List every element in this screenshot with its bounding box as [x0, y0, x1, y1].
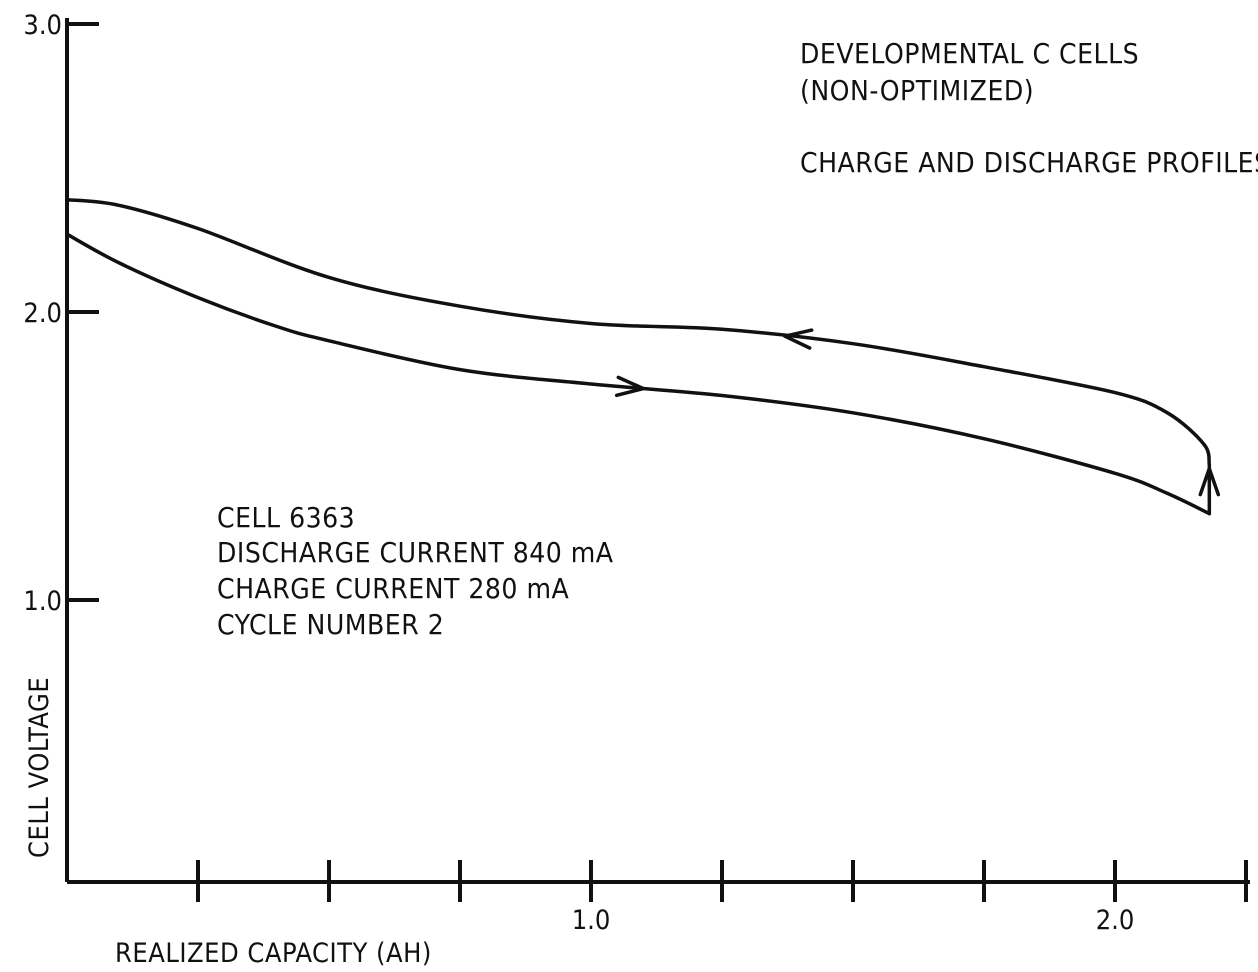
charge-arrow — [783, 328, 814, 350]
annotation-charge-current: CHARGE CURRENT 280 mA — [217, 572, 569, 605]
x-tick-label: 2.0 — [1096, 905, 1135, 936]
charge-curve — [65, 197, 1212, 467]
y-axis-title: CELL VOLTAGE — [24, 677, 55, 858]
x-tick-label: 1.0 — [572, 905, 611, 936]
turnaround-arrow — [1198, 466, 1221, 497]
cell-info-block: CELL 6363 DISCHARGE CURRENT 840 mA CHARG… — [217, 501, 614, 641]
discharge-arrow — [614, 375, 646, 398]
annotation-discharge-current: DISCHARGE CURRENT 840 mA — [217, 536, 614, 569]
axes — [65, 18, 1250, 884]
y-ticks: 3.0 2.0 1.0 — [23, 10, 99, 617]
title-line-2: (NON-OPTIMIZED) — [800, 74, 1034, 107]
annotation-cycle-number: CYCLE NUMBER 2 — [217, 608, 444, 641]
subtitle: CHARGE AND DISCHARGE PROFILES — [800, 146, 1258, 179]
annotation-cell: CELL 6363 — [217, 501, 355, 534]
title-line-1: DEVELOPMENTAL C CELLS — [800, 37, 1139, 70]
x-axis-title: REALIZED CAPACITY (AH) — [115, 938, 432, 969]
curves — [65, 197, 1212, 516]
y-tick-label: 1.0 — [23, 586, 62, 617]
x-ticks: 1.0 2.0 — [196, 860, 1248, 936]
discharge-curve — [65, 232, 1212, 516]
direction-arrows — [614, 328, 1221, 497]
y-tick-label: 2.0 — [23, 298, 62, 329]
y-tick-label: 3.0 — [23, 10, 62, 41]
title-block: DEVELOPMENTAL C CELLS (NON-OPTIMIZED) CH… — [800, 37, 1258, 179]
